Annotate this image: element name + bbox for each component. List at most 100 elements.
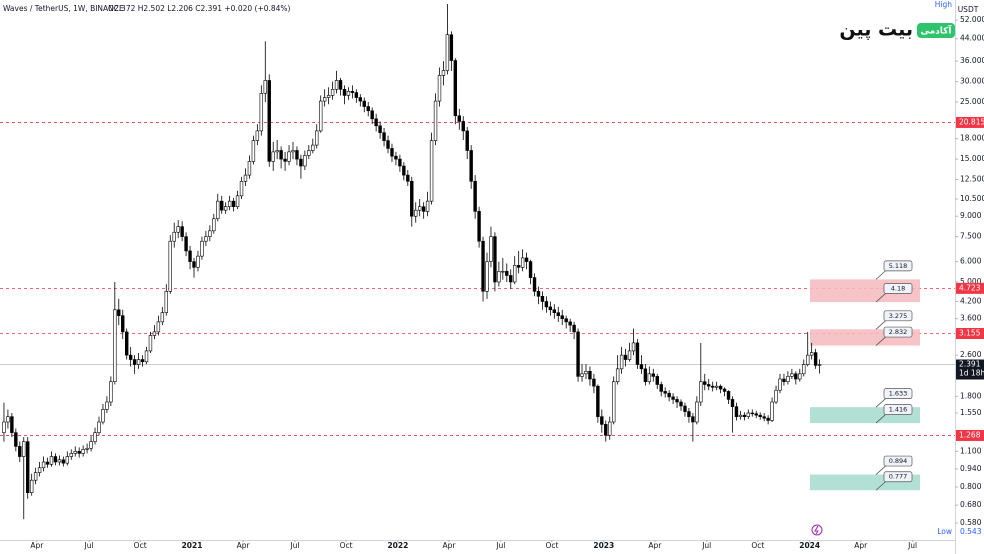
candle-body (516, 265, 521, 268)
level-tag (956, 429, 984, 441)
candle-body (699, 381, 703, 403)
candle-body (758, 414, 762, 417)
candle-body (168, 240, 172, 292)
candle-body (140, 359, 145, 363)
y-tick-label: 44.000 (960, 34, 984, 43)
x-tick-label: Jul (495, 541, 505, 550)
candle-body (481, 240, 485, 292)
bolt-icon (811, 524, 823, 536)
candle-body (635, 342, 640, 365)
candle-body (437, 75, 442, 102)
candle-body (544, 301, 549, 308)
candle-body (608, 421, 612, 436)
candle-body (61, 459, 66, 464)
candle-body (152, 331, 157, 336)
candle-body (402, 165, 406, 176)
candle-body (790, 373, 794, 377)
candle-body (421, 206, 426, 212)
candle-body (663, 391, 667, 394)
candle-body (647, 373, 652, 383)
candle-body (671, 396, 675, 400)
candle-body (473, 180, 477, 212)
candle-body (639, 364, 644, 370)
candle-body (513, 265, 517, 283)
candle-body (631, 342, 636, 352)
x-tick-label: Oct (134, 541, 147, 550)
candle-body (588, 371, 592, 380)
candle-body (81, 449, 85, 454)
candle-body (263, 80, 267, 94)
ohlc-text: O2.372 H2.502 L2.206 C2.391 +0.020 (+0.8… (108, 4, 291, 13)
callout-line (875, 397, 887, 408)
x-tick-label: 2024 (799, 541, 820, 550)
candle-body (707, 384, 711, 387)
x-tick-label: Apr (443, 541, 457, 550)
candle-body (425, 200, 430, 212)
x-tick-label: Jul (289, 541, 299, 550)
candle-body (505, 271, 509, 276)
candle-body (564, 318, 568, 323)
y-tick-label: 6.000 (960, 257, 982, 266)
y-tick-label: 0.580 (960, 518, 982, 527)
candle-body (378, 125, 382, 133)
candle-body (172, 231, 176, 242)
x-tick-label: 2021 (182, 541, 203, 550)
candle-body (778, 378, 782, 391)
x-tick-label: 2023 (593, 541, 614, 550)
candle-body (156, 321, 161, 333)
level-tag (956, 282, 984, 294)
candle-body (687, 411, 691, 417)
level-label: 1.268 (959, 430, 981, 439)
candle-body (311, 144, 315, 151)
candle-body (89, 441, 93, 449)
candle-body (457, 115, 461, 122)
callout-box (883, 310, 913, 322)
callout-box (883, 404, 913, 415)
y-tick-label: 3.600 (960, 314, 982, 323)
candle-body (794, 373, 798, 380)
candle-body (37, 467, 42, 473)
candle-body (287, 151, 291, 162)
candle-body (26, 441, 30, 494)
y-tick-label: 30.000 (960, 77, 984, 86)
candle-body (643, 368, 648, 383)
candle-body (445, 34, 450, 71)
callout-label: 0.777 (889, 473, 908, 481)
callout-box (883, 260, 913, 272)
candle-body (334, 80, 339, 90)
candle-body (279, 150, 283, 160)
candle-body (374, 118, 378, 127)
candle-body (762, 416, 766, 419)
candle-body (489, 236, 493, 262)
candle-body (406, 174, 410, 182)
callout-line (875, 292, 887, 303)
candle-body (651, 373, 655, 377)
last-price-label: 2.391 (959, 360, 981, 369)
callout-label: 0.894 (889, 457, 908, 465)
candle-body (192, 261, 196, 268)
candle-body (465, 130, 469, 151)
callout-box (883, 455, 913, 467)
callout-box (883, 283, 913, 294)
candle-body (817, 364, 822, 366)
y-tick-label: 1.100 (960, 446, 982, 455)
candle-body (726, 391, 731, 400)
y-tick-label: 9.000 (960, 211, 982, 220)
level-label: 3.155 (959, 328, 981, 337)
brand: بیت پین آکادمی (839, 19, 955, 41)
x-tick-label: Apr (30, 541, 44, 550)
callout-label: 5.118 (889, 262, 908, 270)
y-tick-label: 52.000 (960, 15, 984, 24)
candle-body (627, 350, 632, 360)
candle-body (449, 34, 454, 61)
y-tick-label: 25.000 (960, 97, 984, 106)
candle-body (124, 331, 129, 356)
candle-body (754, 413, 758, 416)
countdown: 1d 18h (959, 369, 984, 378)
candle-body (592, 378, 596, 387)
candle-body (33, 472, 38, 481)
candle-body (532, 277, 537, 292)
candle-body (691, 416, 695, 423)
candle-body (493, 236, 497, 283)
candle-body (675, 399, 679, 403)
